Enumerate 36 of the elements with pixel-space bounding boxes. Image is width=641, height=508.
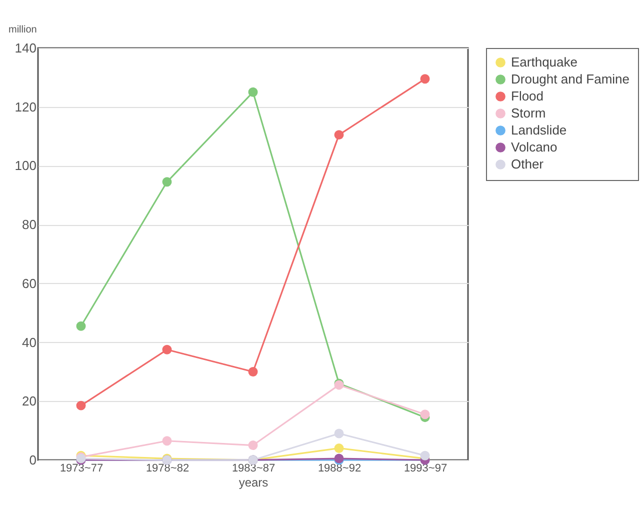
y-tick-label: 120: [14, 99, 36, 114]
point: [76, 321, 86, 331]
point: [334, 130, 344, 140]
y-tick-label: 0: [29, 452, 36, 468]
y-tick-label: 60: [22, 276, 36, 291]
legend-label: Drought and Famine: [511, 72, 630, 86]
x-tick-label: 1973~77: [60, 462, 104, 474]
point: [334, 443, 344, 453]
y-tick-label: 100: [14, 158, 36, 174]
point: [420, 74, 430, 84]
point: [420, 450, 430, 460]
x-tick-label: 1993~97: [404, 462, 448, 474]
x-axis-title: years: [238, 476, 268, 490]
y-tick-label: 40: [22, 334, 36, 350]
point: [420, 410, 430, 420]
point: [162, 177, 172, 187]
legend-label: Other: [511, 156, 544, 172]
x-tick-label: 1978~82: [146, 462, 190, 474]
y-tick-label: 80: [22, 217, 36, 232]
point: [334, 428, 344, 438]
legend-label: Volcano: [511, 140, 558, 154]
point: [248, 366, 258, 376]
point: [248, 87, 258, 97]
point: [76, 400, 86, 410]
legend-label: Earthquake: [511, 54, 578, 70]
y-tick-label: 20: [22, 394, 36, 409]
point: [162, 436, 172, 446]
x-tick-label: 1983~87: [232, 462, 276, 474]
point: [162, 344, 172, 354]
point: [248, 440, 258, 450]
x-tick-label: 1988~92: [318, 462, 362, 474]
y-axis-title: million: [8, 24, 37, 36]
y-tick-label: 140: [14, 40, 36, 56]
legend-label: Landslide: [511, 122, 567, 138]
legend-label: Storm: [511, 106, 546, 120]
legend-label: Flood: [511, 88, 544, 104]
